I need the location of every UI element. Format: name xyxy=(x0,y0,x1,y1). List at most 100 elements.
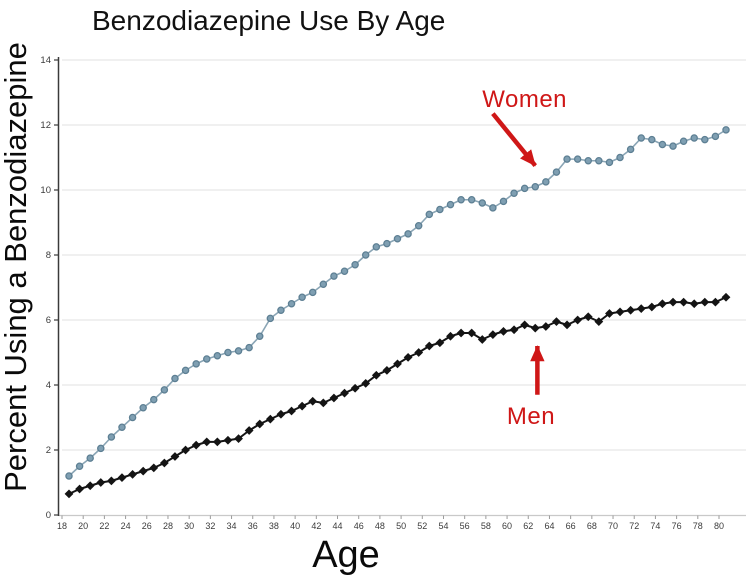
x-tick-label: 42 xyxy=(311,521,321,531)
x-tick-label: 80 xyxy=(714,521,724,531)
annotation-label-men: Men xyxy=(507,403,555,430)
x-tick-label: 28 xyxy=(163,521,173,531)
data-point-women xyxy=(457,195,465,204)
data-point-women xyxy=(563,155,571,163)
y-axis-title: Percent Using a Benzodiazepine xyxy=(0,42,33,492)
data-point-women xyxy=(605,158,614,167)
data-point-women xyxy=(701,135,709,144)
data-point-men xyxy=(721,292,731,302)
data-point-women xyxy=(584,156,592,165)
data-point-women xyxy=(436,205,444,214)
data-point-women xyxy=(573,155,582,163)
data-point-men xyxy=(403,352,413,362)
series-line-women xyxy=(68,129,727,477)
data-point-men xyxy=(499,326,508,336)
x-tick-label: 40 xyxy=(290,521,300,531)
data-point-men xyxy=(382,365,392,375)
x-tick-label: 32 xyxy=(205,521,215,531)
x-tick-label: 44 xyxy=(333,521,343,531)
data-point-men xyxy=(244,426,254,435)
data-point-men xyxy=(64,489,74,499)
x-tick-label: 18 xyxy=(57,521,67,531)
data-point-men xyxy=(647,302,657,312)
data-point-women xyxy=(160,386,169,394)
data-point-women xyxy=(446,200,455,209)
data-point-men xyxy=(117,473,127,483)
data-point-men xyxy=(308,396,318,406)
data-point-men xyxy=(159,458,169,468)
data-point-women xyxy=(139,403,147,412)
x-tick-label: 54 xyxy=(438,521,448,531)
data-point-men xyxy=(85,481,95,491)
data-point-men xyxy=(138,466,148,476)
data-point-women xyxy=(361,251,370,259)
data-point-men xyxy=(170,452,180,461)
data-point-women xyxy=(383,239,391,248)
data-point-women xyxy=(203,355,211,363)
y-tick-label: 0 xyxy=(46,510,51,521)
data-point-men xyxy=(583,312,593,322)
x-tick-label: 38 xyxy=(269,521,279,531)
x-tick-label: 78 xyxy=(693,521,703,531)
x-tick-label: 68 xyxy=(587,521,597,531)
data-point-men xyxy=(562,320,572,330)
x-tick-label: 74 xyxy=(650,521,660,531)
data-point-men xyxy=(371,370,381,380)
y-tick-label: 12 xyxy=(40,120,51,131)
x-tick-label: 52 xyxy=(417,521,427,531)
data-point-women xyxy=(520,184,529,193)
data-point-women xyxy=(669,142,677,150)
data-point-men xyxy=(594,317,604,327)
data-point-women xyxy=(393,234,402,243)
data-point-women xyxy=(224,348,232,357)
data-point-women xyxy=(330,272,338,280)
data-point-women xyxy=(118,423,126,431)
x-tick-label: 66 xyxy=(566,521,576,531)
data-point-women xyxy=(372,243,381,251)
data-point-men xyxy=(96,478,106,487)
data-point-women xyxy=(489,204,497,212)
data-point-men xyxy=(520,320,530,330)
data-point-women xyxy=(181,366,190,375)
data-point-women xyxy=(658,140,667,149)
x-tick-label: 70 xyxy=(608,521,618,531)
data-point-men xyxy=(711,297,720,307)
data-point-men xyxy=(467,328,477,338)
series-line-men xyxy=(68,296,727,495)
data-point-men xyxy=(191,440,201,450)
x-tick-label: 20 xyxy=(78,521,88,531)
data-point-women xyxy=(97,444,105,453)
data-point-men xyxy=(679,297,689,307)
data-point-men xyxy=(605,309,614,318)
data-point-men xyxy=(287,406,296,416)
data-point-men xyxy=(636,304,646,314)
x-tick-label: 76 xyxy=(672,521,682,531)
data-point-men xyxy=(573,315,583,325)
data-point-women xyxy=(595,156,603,165)
x-tick-label: 72 xyxy=(629,521,639,531)
annotation-label-women: Women xyxy=(482,86,567,113)
data-point-women xyxy=(308,288,317,297)
data-point-men xyxy=(626,305,636,315)
x-tick-label: 48 xyxy=(375,521,385,531)
x-tick-label: 62 xyxy=(523,521,533,531)
data-point-men xyxy=(446,331,455,341)
data-point-women xyxy=(425,210,434,219)
data-point-women xyxy=(626,145,635,154)
data-point-women xyxy=(340,267,349,275)
data-point-men xyxy=(435,338,445,348)
x-tick-label: 30 xyxy=(184,521,194,531)
data-point-women xyxy=(648,135,656,144)
x-tick-label: 60 xyxy=(502,521,512,531)
data-point-women xyxy=(319,280,328,288)
data-point-men xyxy=(456,328,466,338)
data-point-women xyxy=(679,137,688,145)
data-point-men xyxy=(297,401,307,411)
data-point-women xyxy=(150,395,158,404)
data-point-women xyxy=(287,299,296,308)
x-axis-title: Age xyxy=(312,534,380,576)
data-point-women xyxy=(213,351,222,360)
data-point-men xyxy=(128,469,137,479)
data-point-women xyxy=(75,462,84,470)
data-point-men xyxy=(658,299,667,309)
